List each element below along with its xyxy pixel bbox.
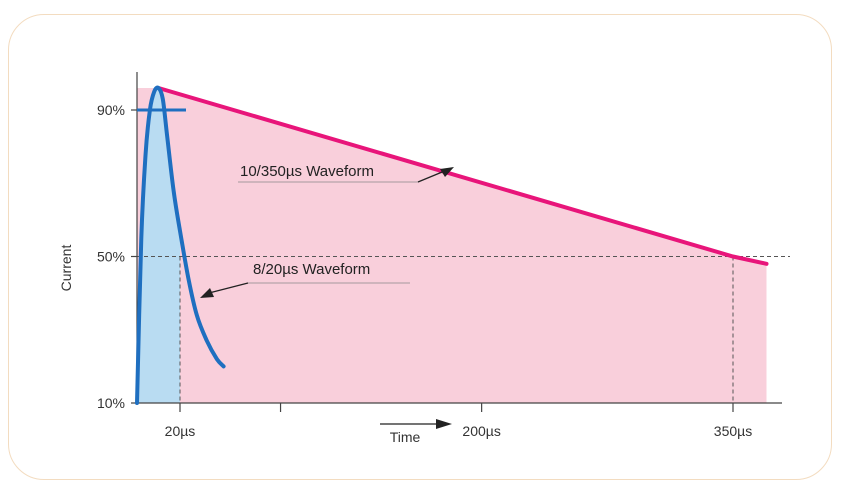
time-arrow-head bbox=[436, 419, 452, 429]
x-axis-label: Time bbox=[390, 429, 421, 445]
axis-labels: Current Time 10/350µs Waveform 8/20µs Wa… bbox=[58, 163, 421, 445]
line-10-350-waveform bbox=[156, 86, 769, 266]
y-tick-label-1: 50% bbox=[97, 249, 125, 265]
callout-arrow-1-shaft bbox=[208, 282, 249, 294]
area-10-350-waveform bbox=[137, 88, 767, 403]
waveform-curves bbox=[135, 85, 769, 405]
callout-arrow-0-head bbox=[440, 167, 454, 177]
y-tick-label-0: 90% bbox=[97, 102, 125, 118]
callout-arrow-1-head bbox=[200, 288, 214, 298]
callout-8-20-waveform: 8/20µs Waveform bbox=[253, 261, 370, 278]
guide-lines bbox=[137, 256, 790, 403]
line-8-20-waveform bbox=[135, 85, 226, 405]
callout-10-350-waveform: 10/350µs Waveform bbox=[240, 163, 374, 180]
y-tick-label-2: 10% bbox=[97, 395, 125, 411]
x-tick-label-3: 350µs bbox=[714, 423, 752, 439]
area-fills bbox=[137, 88, 767, 403]
y-axis-label: Current bbox=[58, 245, 74, 292]
callout-arrows bbox=[200, 167, 454, 429]
tick-labels: 90% 50% 10% 20µs 200µs 350µs bbox=[97, 102, 752, 439]
x-tick-label-2: 200µs bbox=[462, 423, 500, 439]
x-tick-label-0: 20µs bbox=[165, 423, 196, 439]
